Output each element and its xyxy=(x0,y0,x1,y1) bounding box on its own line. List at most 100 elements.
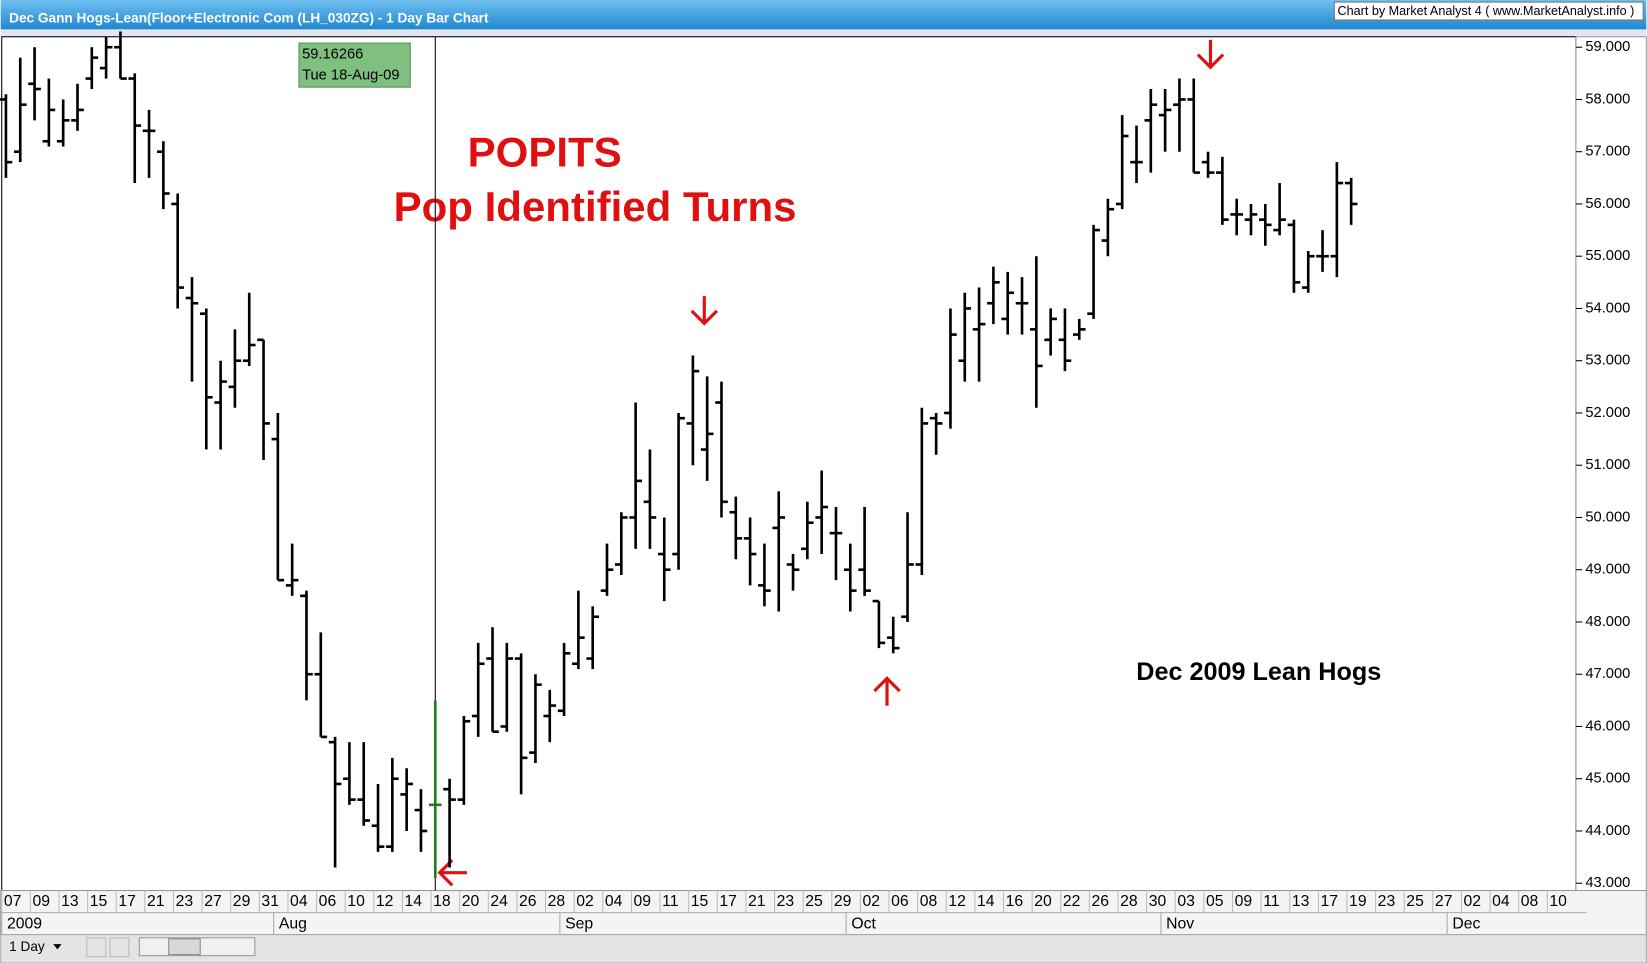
x-tick-label: 08 xyxy=(1521,893,1539,910)
x-tick-label: 10 xyxy=(1549,893,1567,910)
month-label: Sep xyxy=(565,915,593,932)
x-tick-label: 15 xyxy=(90,893,108,910)
x-tick-label: 29 xyxy=(233,893,251,910)
x-tick-label: 21 xyxy=(748,893,766,910)
x-tick-label: 21 xyxy=(147,893,165,910)
credit: Chart by Market Analyst 4 ( www.MarketAn… xyxy=(1338,4,1635,18)
arrow-down xyxy=(1196,39,1225,70)
x-tick-label: 08 xyxy=(920,893,938,910)
y-tick-label: 57.000 xyxy=(1585,144,1630,160)
plot-area xyxy=(1,36,1577,892)
x-tick-label: 11 xyxy=(1263,893,1279,910)
y-tick-label: 49.000 xyxy=(1585,562,1630,578)
x-tick-label: 14 xyxy=(405,893,423,910)
x-tick-label: 04 xyxy=(1492,893,1510,910)
x-tick-label: 22 xyxy=(1063,893,1081,910)
x-tick-label: 23 xyxy=(1378,893,1396,910)
interval-dropdown[interactable] xyxy=(53,944,62,950)
x-tick-label: 24 xyxy=(490,893,508,910)
x-tick-label: 04 xyxy=(290,893,308,910)
x-tick-label: 30 xyxy=(1149,893,1167,910)
y-tick-label: 50.000 xyxy=(1585,509,1630,525)
x-tick-label: 26 xyxy=(519,893,537,910)
arrow-down xyxy=(690,296,719,326)
credit-box xyxy=(1333,1,1644,21)
fit-button[interactable] xyxy=(109,937,130,958)
annotation: Dec 2009 Lean Hogs xyxy=(1136,658,1381,686)
x-tick-label: 09 xyxy=(32,893,50,910)
x-tick-label: 02 xyxy=(576,893,594,910)
title-gap xyxy=(0,29,1647,37)
month-label: Dec xyxy=(1452,915,1480,932)
x-tick-label: 06 xyxy=(319,893,337,910)
x-tick-label: 02 xyxy=(1464,893,1482,910)
y-tick-label: 52.000 xyxy=(1585,405,1630,421)
tooltip-date: Tue 18-Aug-09 xyxy=(302,68,399,84)
annotation: POPITS xyxy=(468,129,622,176)
x-tick-label: 11 xyxy=(662,893,678,910)
x-tick-label: 05 xyxy=(1206,893,1224,910)
x-tick-label: 15 xyxy=(691,893,709,910)
x-tick-label: 17 xyxy=(118,893,136,910)
y-tick-label: 53.000 xyxy=(1585,353,1630,369)
x-tick-label: 06 xyxy=(891,893,909,910)
x-tick-label: 23 xyxy=(176,893,194,910)
x-tick-label: 14 xyxy=(977,893,995,910)
x-tick-label: 12 xyxy=(376,893,394,910)
x-tick-label: 27 xyxy=(1435,893,1453,910)
y-tick-label: 47.000 xyxy=(1585,666,1630,682)
x-tick-label: 12 xyxy=(948,893,966,910)
zoom-button[interactable] xyxy=(86,937,107,958)
x-tick-label: 04 xyxy=(605,893,623,910)
x-tick-label: 31 xyxy=(261,893,279,910)
month-label: Oct xyxy=(851,915,876,932)
x-tick-label: 25 xyxy=(1406,893,1424,910)
y-tick-label: 43.000 xyxy=(1585,875,1630,891)
tooltip-value: 59.16266 xyxy=(302,46,363,62)
x-tick-label: 07 xyxy=(4,893,22,910)
turn-arrows xyxy=(437,39,1225,887)
arrow-up xyxy=(873,676,901,706)
tooltip xyxy=(298,42,411,88)
scroll-thumb[interactable] xyxy=(168,938,201,956)
x-tick-label: 13 xyxy=(61,893,79,910)
x-tick-label: 10 xyxy=(347,893,365,910)
y-tick-label: 45.000 xyxy=(1585,771,1630,787)
x-tick-label: 13 xyxy=(1292,893,1310,910)
arrow-left xyxy=(437,858,467,887)
bars xyxy=(0,31,1358,891)
y-tick-label: 55.000 xyxy=(1585,248,1630,264)
annotation: Pop Identified Turns xyxy=(394,183,797,230)
y-tick-label: 44.000 xyxy=(1585,823,1630,839)
y-tick-label: 54.000 xyxy=(1585,300,1630,316)
x-tick-label: 26 xyxy=(1091,893,1109,910)
y-tick-label: 58.000 xyxy=(1585,91,1630,107)
month-label: 2009 xyxy=(7,915,42,932)
x-tick-label: 20 xyxy=(1034,893,1052,910)
x-tick-label: 20 xyxy=(462,893,480,910)
month-label: Nov xyxy=(1166,915,1194,932)
y-tick-label: 48.000 xyxy=(1585,614,1630,630)
x-tick-label: 19 xyxy=(1349,893,1367,910)
y-tick-label: 59.000 xyxy=(1585,39,1630,55)
x-tick-label: 27 xyxy=(204,893,222,910)
x-tick-label: 28 xyxy=(548,893,566,910)
x-tick-label: 29 xyxy=(834,893,852,910)
month-label: Aug xyxy=(279,915,307,932)
x-tick-label: 03 xyxy=(1177,893,1195,910)
toolbar[interactable] xyxy=(0,934,1647,963)
interval-select[interactable]: 1 Day xyxy=(9,939,45,954)
x-tick-label: 28 xyxy=(1120,893,1138,910)
y-tick-label: 51.000 xyxy=(1585,457,1630,473)
x-tick-label: 16 xyxy=(1006,893,1024,910)
x-tick-label: 18 xyxy=(433,893,451,910)
x-tick-label: 09 xyxy=(634,893,652,910)
x-tick-label: 25 xyxy=(805,893,823,910)
x-tick-label: 17 xyxy=(1320,893,1338,910)
x-tick-label: 17 xyxy=(719,893,737,910)
x-tick-label: 23 xyxy=(777,893,795,910)
window-title: Dec Gann Hogs-Lean(Floor+Electronic Com … xyxy=(9,11,489,26)
y-tick-label: 46.000 xyxy=(1585,718,1630,734)
